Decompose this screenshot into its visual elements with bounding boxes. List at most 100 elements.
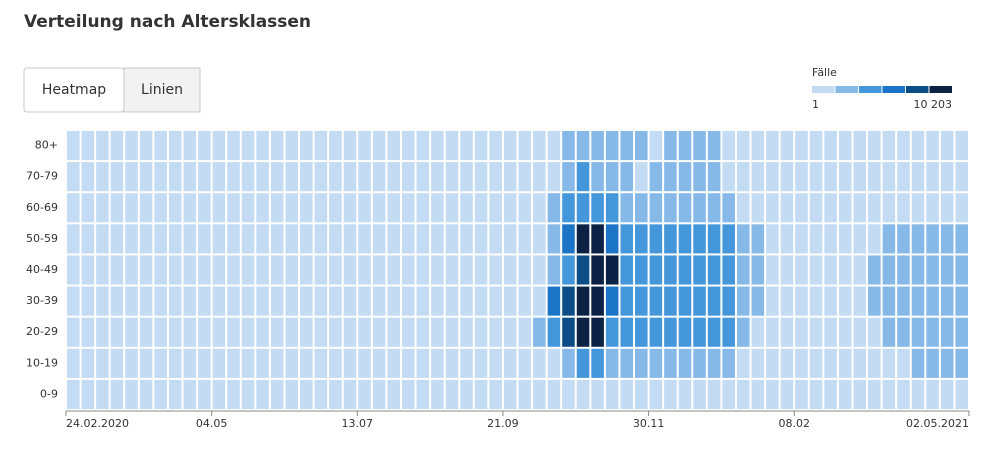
cell [955, 348, 968, 378]
cell [533, 348, 546, 378]
cell [824, 131, 837, 161]
cell [168, 379, 182, 409]
cell [110, 317, 124, 347]
cell [96, 162, 109, 192]
cell [620, 286, 634, 316]
cell [198, 224, 211, 254]
cell [270, 286, 284, 316]
cell [329, 131, 342, 161]
cell [198, 286, 211, 316]
cell [576, 193, 590, 223]
cell [474, 317, 488, 347]
cell [780, 193, 794, 223]
cell [722, 131, 735, 161]
cell [838, 224, 852, 254]
cell [707, 379, 721, 409]
cell [387, 224, 400, 254]
cell [445, 379, 459, 409]
cell [664, 317, 677, 347]
cell [838, 348, 852, 378]
cell [300, 131, 313, 161]
cell [474, 224, 488, 254]
cell [635, 348, 648, 378]
cell [445, 131, 459, 161]
cell [940, 224, 954, 254]
x-tick-label: 08.02 [778, 417, 810, 430]
cell [853, 224, 867, 254]
cell [664, 162, 677, 192]
cell [940, 162, 954, 192]
cell [401, 379, 415, 409]
cell [853, 162, 867, 192]
cell [416, 255, 430, 285]
cell [503, 255, 517, 285]
cell [620, 162, 634, 192]
cell [868, 286, 881, 316]
cell [664, 193, 677, 223]
cell [81, 286, 95, 316]
cell [824, 317, 837, 347]
cell [125, 379, 138, 409]
cell [620, 255, 634, 285]
cell [722, 162, 735, 192]
cell [736, 131, 750, 161]
cell [300, 224, 313, 254]
cell [460, 379, 473, 409]
cell [241, 348, 255, 378]
cell [664, 224, 677, 254]
tab-label[interactable]: Linien [141, 82, 183, 98]
cell [212, 131, 226, 161]
cell [868, 348, 881, 378]
cell [212, 348, 226, 378]
cell [897, 286, 910, 316]
cell [198, 317, 211, 347]
cell [401, 131, 415, 161]
cell [591, 286, 604, 316]
cell [372, 162, 386, 192]
cell [358, 348, 371, 378]
cell [576, 286, 590, 316]
cell [751, 286, 765, 316]
cell [897, 162, 910, 192]
cell [664, 286, 677, 316]
cell [489, 224, 502, 254]
cell [838, 193, 852, 223]
cell [241, 224, 255, 254]
legend-swatch [906, 86, 929, 93]
cell [416, 348, 430, 378]
cell [372, 379, 386, 409]
cell [605, 193, 619, 223]
cell [227, 286, 240, 316]
y-tick-label: 50-59 [26, 232, 58, 245]
cell [139, 348, 153, 378]
tab-label[interactable]: Heatmap [42, 82, 106, 98]
tab[interactable] [123, 67, 201, 113]
cell [736, 193, 750, 223]
cell [270, 379, 284, 409]
cell [212, 286, 226, 316]
cell [503, 317, 517, 347]
cell [882, 286, 896, 316]
cell [649, 162, 663, 192]
cell [809, 286, 823, 316]
cell [940, 255, 954, 285]
cell [212, 162, 226, 192]
cell [198, 131, 211, 161]
cell [576, 255, 590, 285]
cell [678, 348, 692, 378]
cell [882, 224, 896, 254]
cell [664, 348, 677, 378]
cell [795, 255, 808, 285]
cell [401, 255, 415, 285]
cell [198, 193, 211, 223]
cell [518, 286, 532, 316]
cell [824, 255, 837, 285]
cell [329, 348, 342, 378]
cell [838, 255, 852, 285]
cell [241, 317, 255, 347]
cell [693, 162, 706, 192]
cell [780, 131, 794, 161]
cell [547, 379, 561, 409]
cell [809, 162, 823, 192]
cell [212, 379, 226, 409]
